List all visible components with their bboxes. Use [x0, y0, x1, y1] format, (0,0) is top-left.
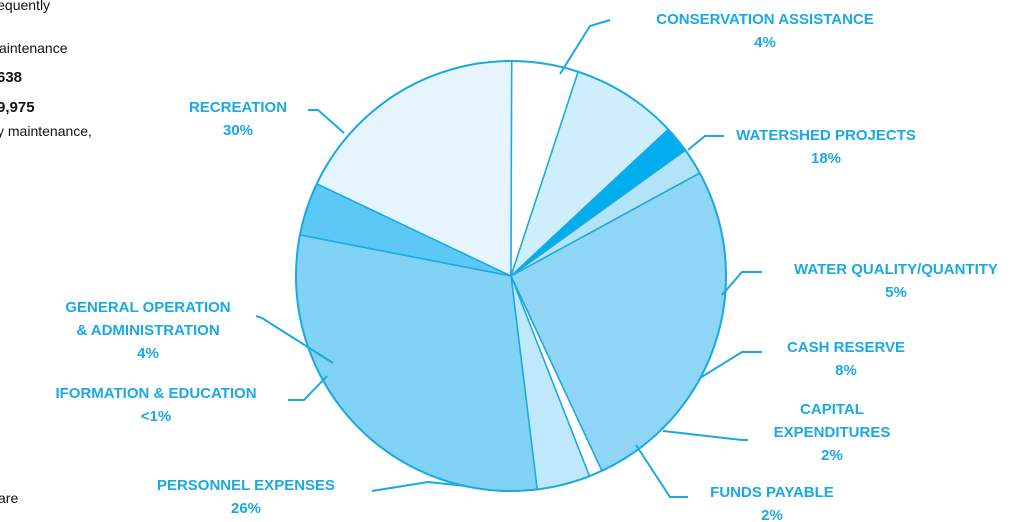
pie-labels: CONSERVATION ASSISTANCE 4% WATERSHED PROJE… [55, 11, 997, 522]
leader-line-0 [559, 19, 611, 75]
leader-line-4 [662, 430, 748, 441]
left-text-line-3: 638 [0, 69, 23, 86]
slice-label-3-0: CASH RESERVE [787, 339, 905, 356]
pie-slices [295, 60, 727, 492]
leader-line-5 [635, 444, 688, 498]
leader-line-9 [308, 109, 345, 134]
slice-percent-3: 8% [835, 362, 857, 379]
leader-line-1 [687, 135, 724, 151]
slice-label-0-0: CONSERVATION ASSISTANCE [656, 11, 874, 28]
slice-label-6-0: PERSONNEL EXPENSES [157, 477, 335, 494]
slice-label-2-0: WATER QUALITY/QUANTITY [794, 261, 998, 278]
left-text-line-5: y maintenance, [0, 123, 92, 139]
leader-line-8 [255, 315, 334, 364]
slice-percent-8: 4% [137, 345, 159, 362]
slice-label-7-0: IFORMATION & EDUCATION [55, 385, 256, 402]
slice-percent-6: 26% [231, 500, 261, 517]
slice-percent-5: 2% [761, 507, 783, 522]
slice-percent-4: 2% [821, 447, 843, 464]
slice-label-8-0: GENERAL OPERATION [65, 299, 230, 316]
left-text-line-4: 9,975 [0, 99, 35, 116]
pie-outline [295, 60, 727, 492]
leader-line-2 [721, 271, 762, 296]
slice-percent-2: 5% [885, 284, 907, 301]
slice-percent-1: 18% [811, 150, 841, 167]
slice-percent-9: 30% [223, 122, 253, 139]
left-text-line-2: aintenance [0, 40, 68, 56]
slice-label-8-1: & ADMINISTRATION [76, 322, 219, 339]
slice-percent-0: 4% [754, 34, 776, 51]
left-text-line-1: utilities, frequently [0, 0, 51, 13]
leader-line-3 [699, 351, 762, 379]
slice-label-5-0: FUNDS PAYABLE [710, 484, 834, 501]
slice-label-4-0: CAPITAL [800, 401, 864, 418]
leader-line-7 [288, 375, 328, 401]
leader-line-6 [371, 480, 467, 492]
slice-label-4-1: EXPENDITURES [774, 424, 891, 441]
slice-label-9-0: RECREATION [189, 99, 287, 116]
slice-label-1-0: WATERSHED PROJECTS [736, 127, 916, 144]
left-text-line-6: are [0, 490, 19, 506]
slice-percent-7: <1% [141, 408, 171, 425]
